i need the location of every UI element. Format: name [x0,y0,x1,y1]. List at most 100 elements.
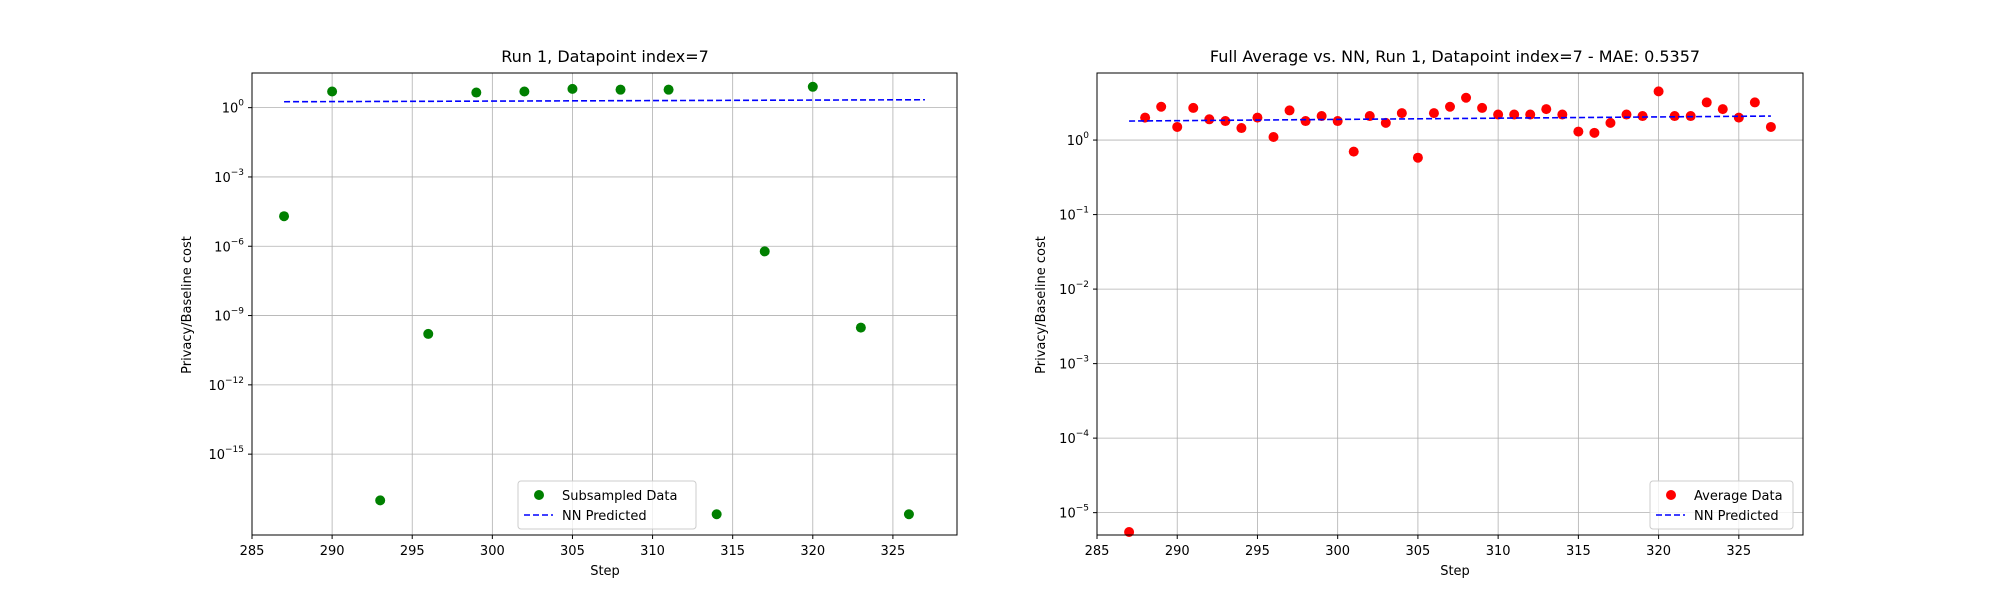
right-data-point [1220,116,1231,127]
left-legend-marker-subsampled [534,490,544,500]
left-y-tick-label: 10−6 [214,237,244,255]
right-data-point [1749,97,1760,108]
right-grid [1096,73,1803,535]
right-y-tick-label: 10−4 [1059,429,1089,447]
right-data-point [1412,152,1423,163]
right-x-tick-label: 305 [1405,544,1430,559]
right-legend-box [1649,480,1794,530]
right-data-point [1701,97,1712,108]
right-data-point [1461,92,1472,103]
right-data-point [1124,526,1135,537]
left-data-point [471,87,482,98]
right-legend-label-average: Average Data [1694,489,1783,504]
right-data-point [1765,121,1776,132]
right-x-axis-label: Step [1440,564,1470,579]
left-y-tick-label: 10−9 [214,307,244,325]
right-x-tick-label: 325 [1726,544,1751,559]
right-data-point [1172,121,1183,132]
left-x-axis-label: Step [590,564,620,579]
right-data-point [1493,109,1504,120]
left-y-tick-label: 10−15 [208,445,244,463]
left-data-point [279,211,290,222]
left-x-tick-label: 305 [560,544,585,559]
right-x-tick-label: 285 [1085,544,1110,559]
right-data-point [1236,123,1247,134]
left-data-point [807,81,818,92]
left-legend: Subsampled Data NN Predicted [517,480,697,530]
left-y-tick-label: 100 [222,99,245,117]
left-y-tick-label: 10−3 [214,168,244,186]
right-x-tick-label: 290 [1165,544,1190,559]
right-x-tick-label: 300 [1325,544,1350,559]
left-data-point [423,328,434,339]
right-data-layer [1124,86,1776,537]
right-data-point [1284,105,1295,116]
right-data-point [1621,109,1632,120]
right-data-point [1380,117,1391,128]
right-data-point [1573,126,1584,137]
left-plot-frame [251,72,958,536]
right-data-point [1300,116,1311,127]
left-x-tick-label: 325 [880,544,905,559]
right-x-tick-label: 310 [1486,544,1511,559]
right-data-point [1589,127,1600,138]
right-data-point [1396,108,1407,119]
left-data-layer [279,81,925,520]
left-x-tick-label: 310 [640,544,665,559]
left-data-point [375,495,386,506]
right-data-point [1541,104,1552,115]
right-plot-frame [1096,72,1804,536]
right-legend: Average Data NN Predicted [1649,480,1794,530]
right-data-point [1316,111,1327,122]
left-legend-label-subsampled: Subsampled Data [562,489,677,504]
right-nn-predicted-line [1129,115,1771,122]
right-data-point [1204,114,1215,125]
right-data-point [1348,146,1359,157]
chart-right: 285 290 295 300 305 310 315 320 325 100 10−1 10−2 10… [1034,47,1804,579]
left-x-tick-label: 290 [320,544,345,559]
right-x-tick-label: 295 [1245,544,1270,559]
left-x-tick-label: 320 [800,544,825,559]
right-y-axis-label: Privacy/Baseline cost [1034,236,1049,374]
right-data-point [1509,109,1520,120]
right-data-point [1653,86,1664,97]
right-data-point [1188,102,1199,113]
right-data-point [1525,109,1536,120]
left-data-point [855,322,866,333]
right-data-point [1605,117,1616,128]
left-ticks: 285 290 295 300 305 310 315 320 325 100 10−3 10−6 10… [208,99,905,559]
left-data-point [711,509,722,520]
right-data-point [1268,131,1279,142]
left-data-point [759,246,770,257]
right-data-point [1445,101,1455,112]
right-legend-label-nn: NN Predicted [1694,509,1779,524]
right-x-tick-label: 320 [1646,544,1671,559]
right-data-point [1717,104,1728,115]
left-x-tick-label: 295 [400,544,425,559]
left-grid [251,73,957,535]
right-data-point [1428,108,1439,119]
right-x-tick-label: 315 [1566,544,1591,559]
left-x-tick-label: 315 [720,544,745,559]
left-data-point [663,84,674,95]
left-data-point [903,509,914,520]
right-data-point [1733,112,1744,123]
right-data-point [1332,116,1343,127]
right-y-tick-label: 10−2 [1059,280,1089,298]
right-legend-marker-average [1666,490,1676,500]
left-legend-box [517,480,697,530]
right-y-tick-label: 10−5 [1059,504,1089,522]
left-data-point [615,84,626,95]
right-data-point [1252,112,1263,123]
right-ticks: 285 290 295 300 305 310 315 320 325 100 10−1 10−2 10… [1059,131,1751,559]
left-x-tick-label: 285 [240,544,265,559]
right-y-tick-label: 10−3 [1059,355,1089,373]
left-legend-label-nn: NN Predicted [562,509,647,524]
right-data-point [1477,102,1488,113]
left-y-tick-label: 10−12 [208,376,244,394]
left-data-point [327,86,338,97]
right-data-point [1637,111,1648,122]
right-data-point [1156,101,1167,112]
chart-left: 285 290 295 300 305 310 315 320 325 100 10−3 10−6 10… [180,47,958,579]
